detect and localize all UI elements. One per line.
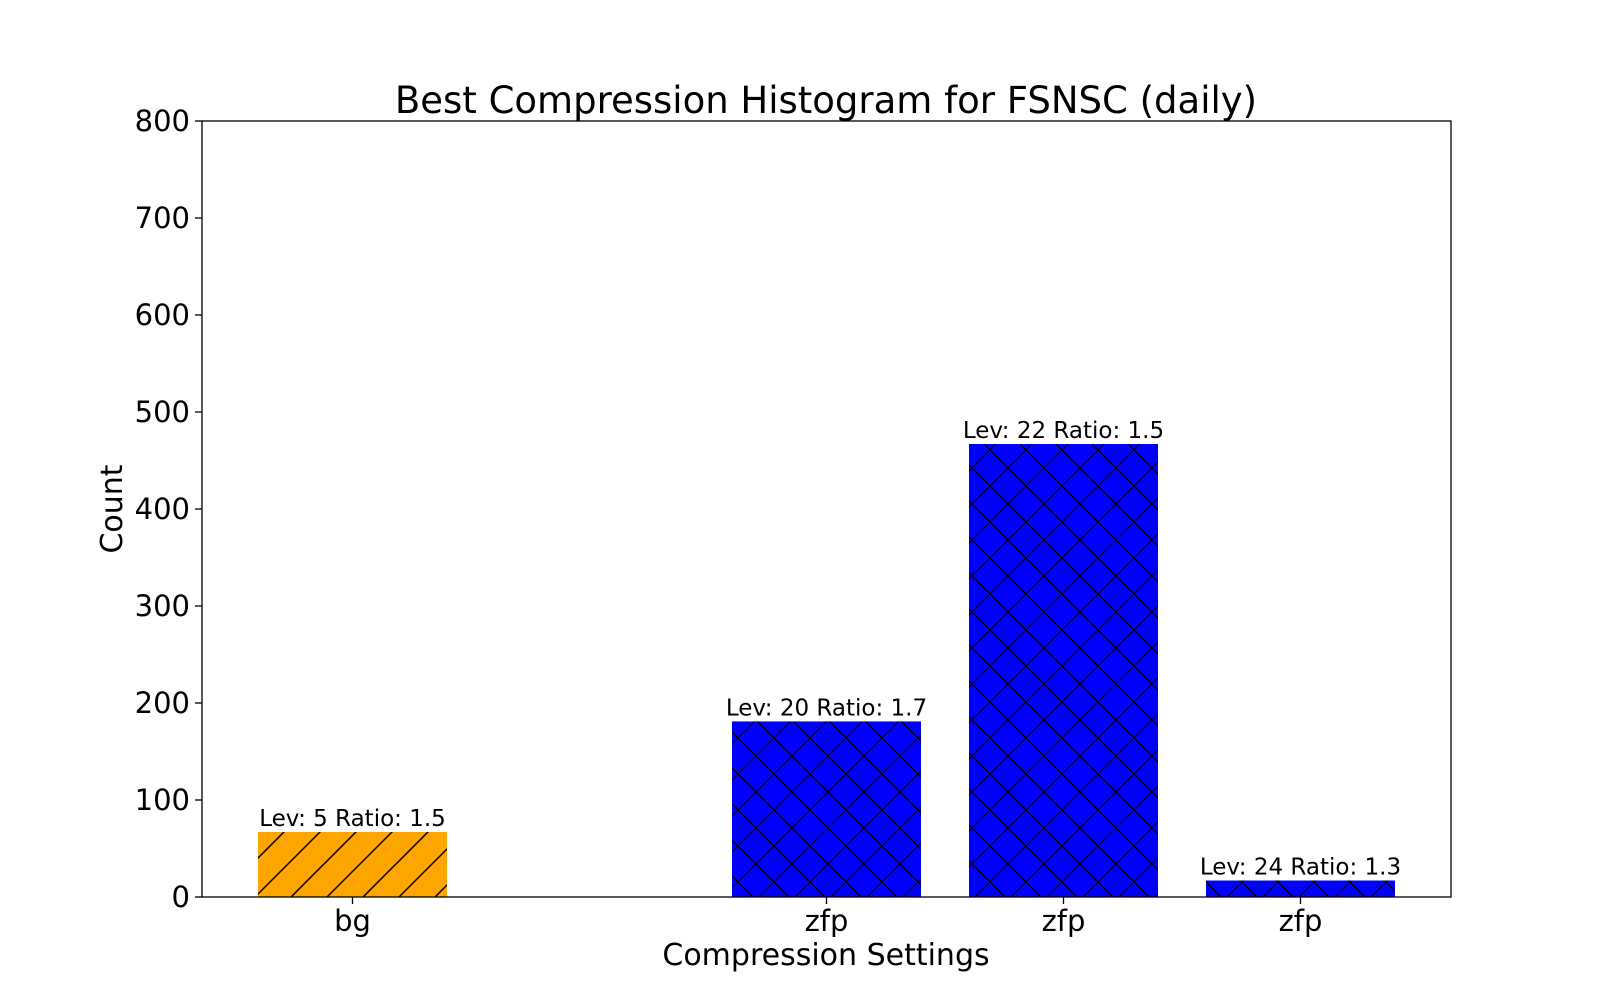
y-tick-label-5: 500 [135, 395, 190, 429]
bar-hatch-0 [258, 832, 447, 897]
y-tick-label-1: 100 [135, 783, 190, 817]
bar-data-label-2: Lev: 22 Ratio: 1.5 [963, 418, 1164, 444]
x-tick-label-0: bg [334, 904, 371, 938]
y-tick-label-8: 800 [135, 104, 190, 138]
bar-hatch-3 [1206, 880, 1395, 897]
x-axis-label: Compression Settings [662, 938, 989, 973]
bar-2 [969, 444, 1158, 897]
y-tick-label-7: 700 [135, 201, 190, 235]
y-tick-label-6: 600 [135, 298, 190, 332]
y-tick-label-4: 400 [135, 492, 190, 526]
x-axis: bg zfp zfp zfp [334, 897, 1322, 938]
bar-data-label-3: Lev: 24 Ratio: 1.3 [1200, 855, 1401, 881]
x-tick-label-2: zfp [1042, 904, 1086, 938]
bars-layer [258, 444, 1395, 897]
bar-0 [258, 832, 447, 897]
chart-title: Best Compression Histogram for FSNSC (da… [395, 79, 1257, 122]
y-tick-label-2: 200 [135, 686, 190, 720]
x-tick-label-3: zfp [1279, 904, 1323, 938]
x-tick-label-1: zfp [805, 904, 849, 938]
y-tick-label-3: 300 [135, 589, 190, 623]
bar-3 [1206, 880, 1395, 897]
bar-data-label-1: Lev: 20 Ratio: 1.7 [726, 695, 927, 721]
y-tick-label-0: 0 [172, 880, 190, 914]
bar-hatch-1 [732, 721, 921, 897]
bar-1 [732, 721, 921, 897]
bar-hatch-2 [969, 444, 1158, 897]
bar-data-label-0: Lev: 5 Ratio: 1.5 [259, 806, 446, 832]
bar-labels-layer: Lev: 5 Ratio: 1.5 Lev: 20 Ratio: 1.7 Lev: … [259, 418, 1401, 881]
y-axis: 0 100 200 300 400 500 600 700 800 [135, 104, 202, 914]
y-axis-label: Count [95, 464, 130, 553]
